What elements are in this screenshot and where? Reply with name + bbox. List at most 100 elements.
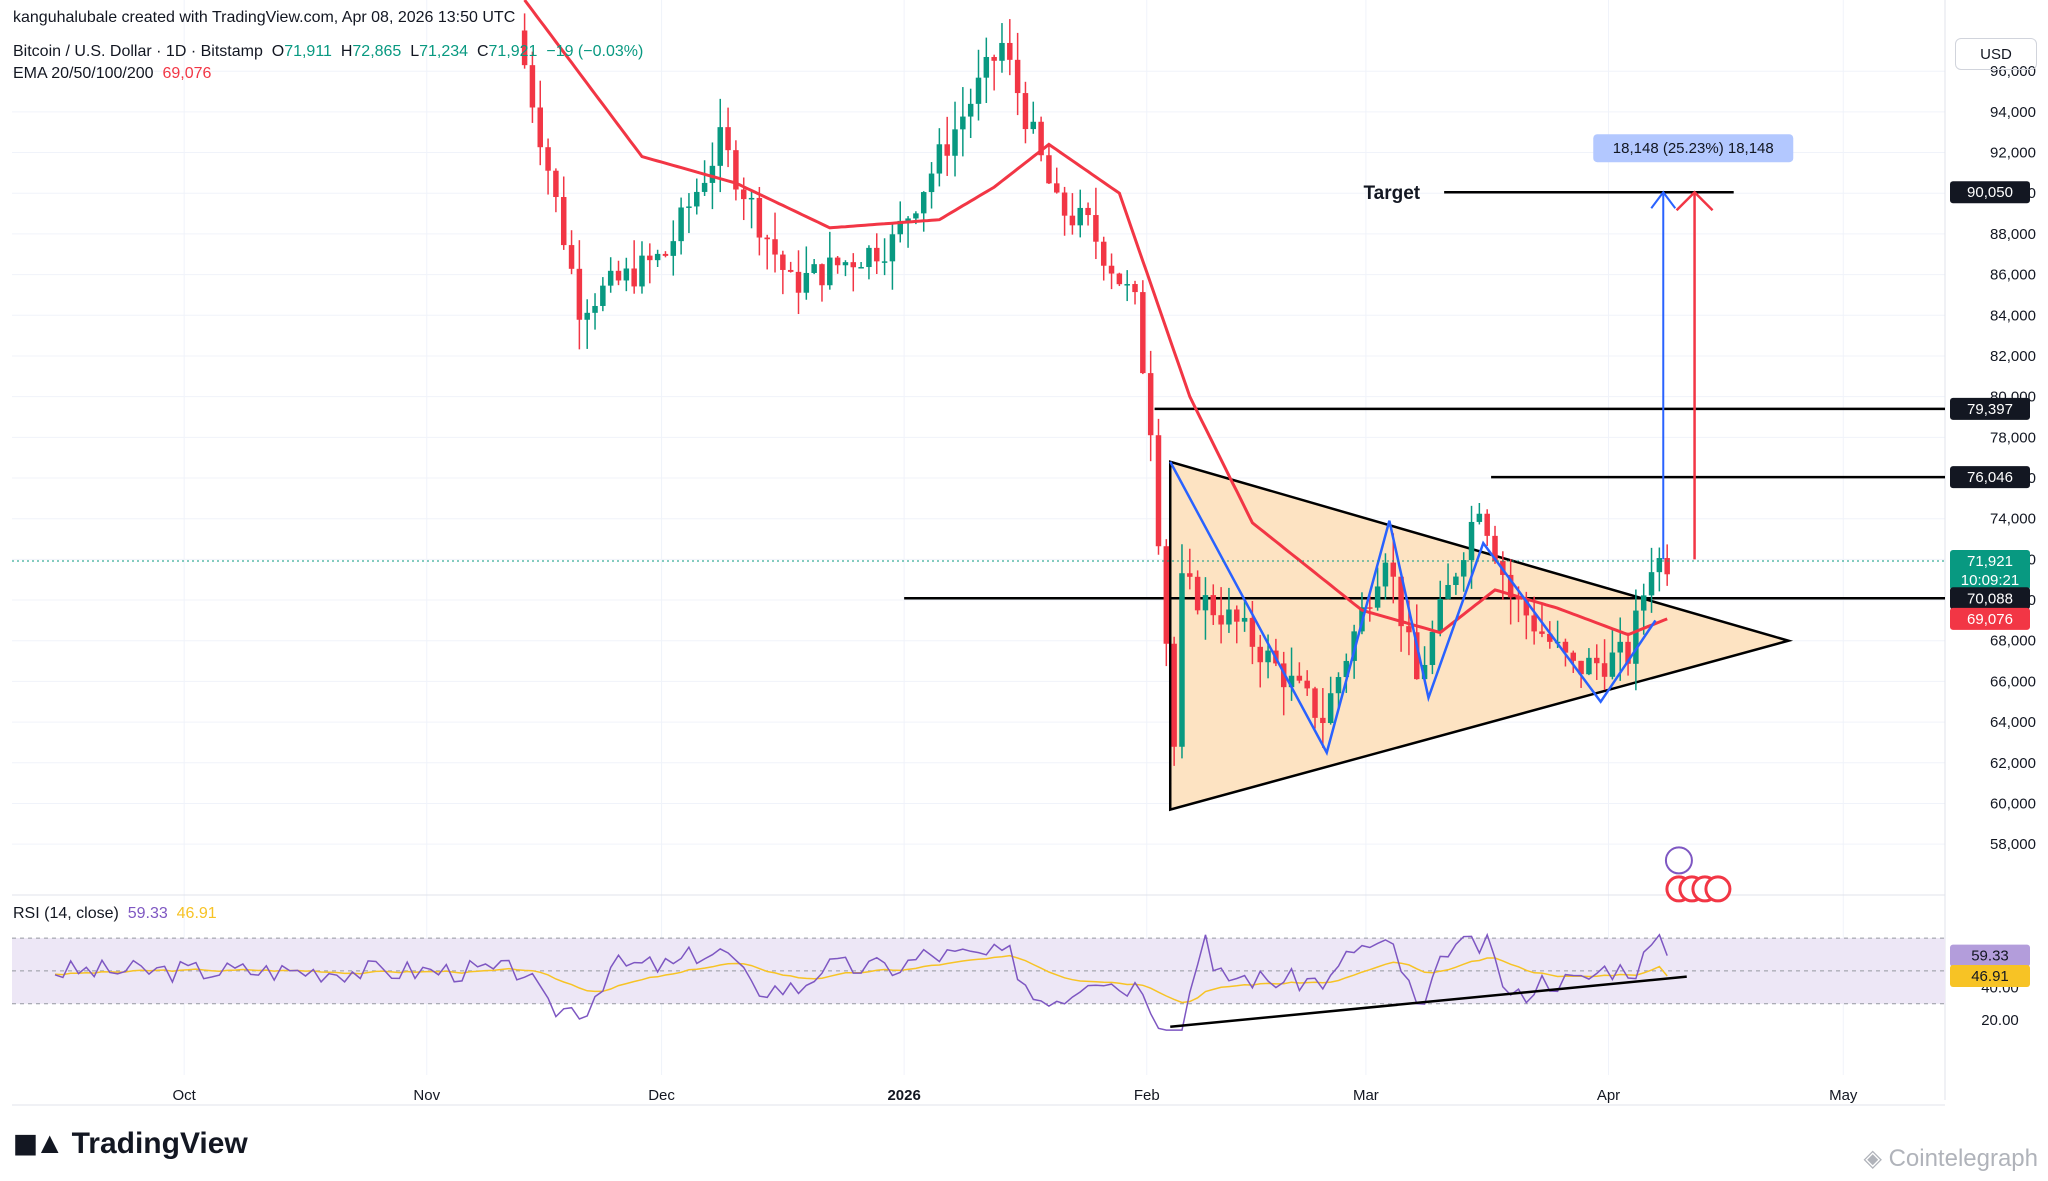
candle-body xyxy=(1515,597,1522,600)
candle-body xyxy=(600,285,606,306)
candle-body xyxy=(913,213,919,219)
candle-body xyxy=(662,253,669,256)
candle-body xyxy=(1523,599,1530,616)
candle-body xyxy=(1586,657,1592,675)
candle-body xyxy=(1547,633,1553,642)
candle-body xyxy=(795,271,802,293)
candle-body xyxy=(1507,574,1514,598)
candle-body xyxy=(1633,610,1639,664)
candle-body xyxy=(670,241,677,256)
candle-body xyxy=(1601,663,1608,677)
price-tick-label: 66,000 xyxy=(1990,673,2036,690)
currency-selector[interactable]: USD xyxy=(1955,38,2037,70)
candle-body xyxy=(725,127,731,151)
candle-body xyxy=(1398,576,1404,627)
candle-body xyxy=(1390,562,1397,577)
price-tag xyxy=(1950,587,2030,610)
red-arrow-head xyxy=(1675,190,1714,212)
ema-layer xyxy=(523,0,1668,637)
tradingview-logo[interactable]: ◼▲ TradingView xyxy=(13,1126,248,1161)
price-tag-label: 79,397 xyxy=(1967,401,2013,418)
price-tick-label: 84,000 xyxy=(1990,307,2036,324)
candle-body xyxy=(1202,595,1209,611)
candle-body xyxy=(1132,284,1138,293)
candle-body xyxy=(881,261,888,263)
candle-body xyxy=(1226,609,1232,625)
candle-body xyxy=(701,182,708,192)
attribution-text: kanguhalubale created with TradingView.c… xyxy=(13,9,516,26)
price-tick-label: 96,000 xyxy=(1990,63,2036,80)
rsi-legend[interactable]: RSI (14, close) 59.33 46.91 xyxy=(13,905,217,923)
rsi-value-tag xyxy=(1950,944,2030,967)
countdown-label: 10:09:21 xyxy=(1961,572,2019,589)
candle-body xyxy=(1492,535,1498,561)
price-tag-label: 70,088 xyxy=(1967,590,2013,607)
time-tick-label: May xyxy=(1829,1087,1858,1104)
event-icons xyxy=(1664,846,1732,903)
price-tick-label: 58,000 xyxy=(1990,836,2036,853)
candle-body xyxy=(584,312,590,320)
rsi-ma-value: 46.91 xyxy=(176,905,217,922)
low-value: 71,234 xyxy=(419,43,469,60)
candle-body xyxy=(1343,660,1350,678)
candle-body xyxy=(1187,573,1193,577)
candle-body xyxy=(631,268,637,287)
event-icon xyxy=(1664,846,1693,875)
candle-body xyxy=(1241,617,1248,622)
candle-body xyxy=(576,268,583,320)
candle-body xyxy=(999,42,1005,61)
time-tick-label: Apr xyxy=(1597,1087,1620,1104)
candle-body xyxy=(1014,59,1021,94)
price-tag xyxy=(1950,181,2030,204)
price-tick-label: 64,000 xyxy=(1990,714,2036,731)
candle-body xyxy=(1539,631,1545,634)
candle-body xyxy=(647,255,653,261)
candlestick-series xyxy=(521,13,1670,766)
measure-label: 18,148 (25.23%) 18,148 xyxy=(1613,140,1774,157)
logo-text: TradingView xyxy=(71,1126,248,1160)
price-tag xyxy=(1950,397,2030,420)
rsi-tick-label: 20.00 xyxy=(1981,1012,2019,1029)
rsi-value-tag-label: 59.33 xyxy=(1971,948,2009,965)
candle-body xyxy=(654,253,661,261)
candle-body xyxy=(772,239,778,255)
time-tick-label: Feb xyxy=(1134,1087,1160,1104)
candle-body xyxy=(1531,615,1537,632)
candle-body xyxy=(1437,598,1443,632)
open-label: O xyxy=(271,43,285,60)
candle-body xyxy=(1640,595,1647,611)
candle-body xyxy=(1578,660,1584,675)
symbol-legend[interactable]: Bitcoin / U.S. Dollar · 1D · Bitstamp O 7… xyxy=(13,43,643,61)
candle-body xyxy=(1453,576,1459,585)
candle-body xyxy=(740,189,747,200)
candle-body xyxy=(1320,717,1326,724)
rsi-value: 59.33 xyxy=(127,905,168,922)
candle-body xyxy=(1304,680,1310,689)
candle-body xyxy=(1046,155,1052,184)
price-tick-label: 60,000 xyxy=(1990,795,2036,812)
target-label: Target xyxy=(1363,183,1420,204)
candle-body xyxy=(827,257,833,286)
candle-body xyxy=(967,103,974,117)
price-tag-label: 71,921 xyxy=(1967,553,2013,570)
candle-body xyxy=(1100,241,1107,266)
price-tick-label: 78,000 xyxy=(1990,429,2036,446)
candle-body xyxy=(866,247,872,268)
symbol-name: Bitcoin / U.S. Dollar · 1D · Bitstamp xyxy=(13,43,263,60)
candle-body xyxy=(1288,675,1295,688)
candle-body xyxy=(1280,663,1287,688)
candle-body xyxy=(842,262,849,266)
candle-body xyxy=(1382,562,1389,587)
candle-body xyxy=(553,170,559,198)
price-axis: 96,00094,00092,00090,00088,00086,00084,0… xyxy=(1950,63,2036,1029)
candle-body xyxy=(1367,607,1373,609)
candle-body xyxy=(1171,643,1177,747)
candle-body xyxy=(1163,546,1170,644)
pattern-layer xyxy=(1169,461,1657,756)
ema-legend[interactable]: EMA 20/50/100/200 69,076 xyxy=(13,65,211,83)
candle-body xyxy=(897,220,903,235)
ema-value: 69,076 xyxy=(162,65,212,82)
candle-body xyxy=(1069,215,1076,226)
